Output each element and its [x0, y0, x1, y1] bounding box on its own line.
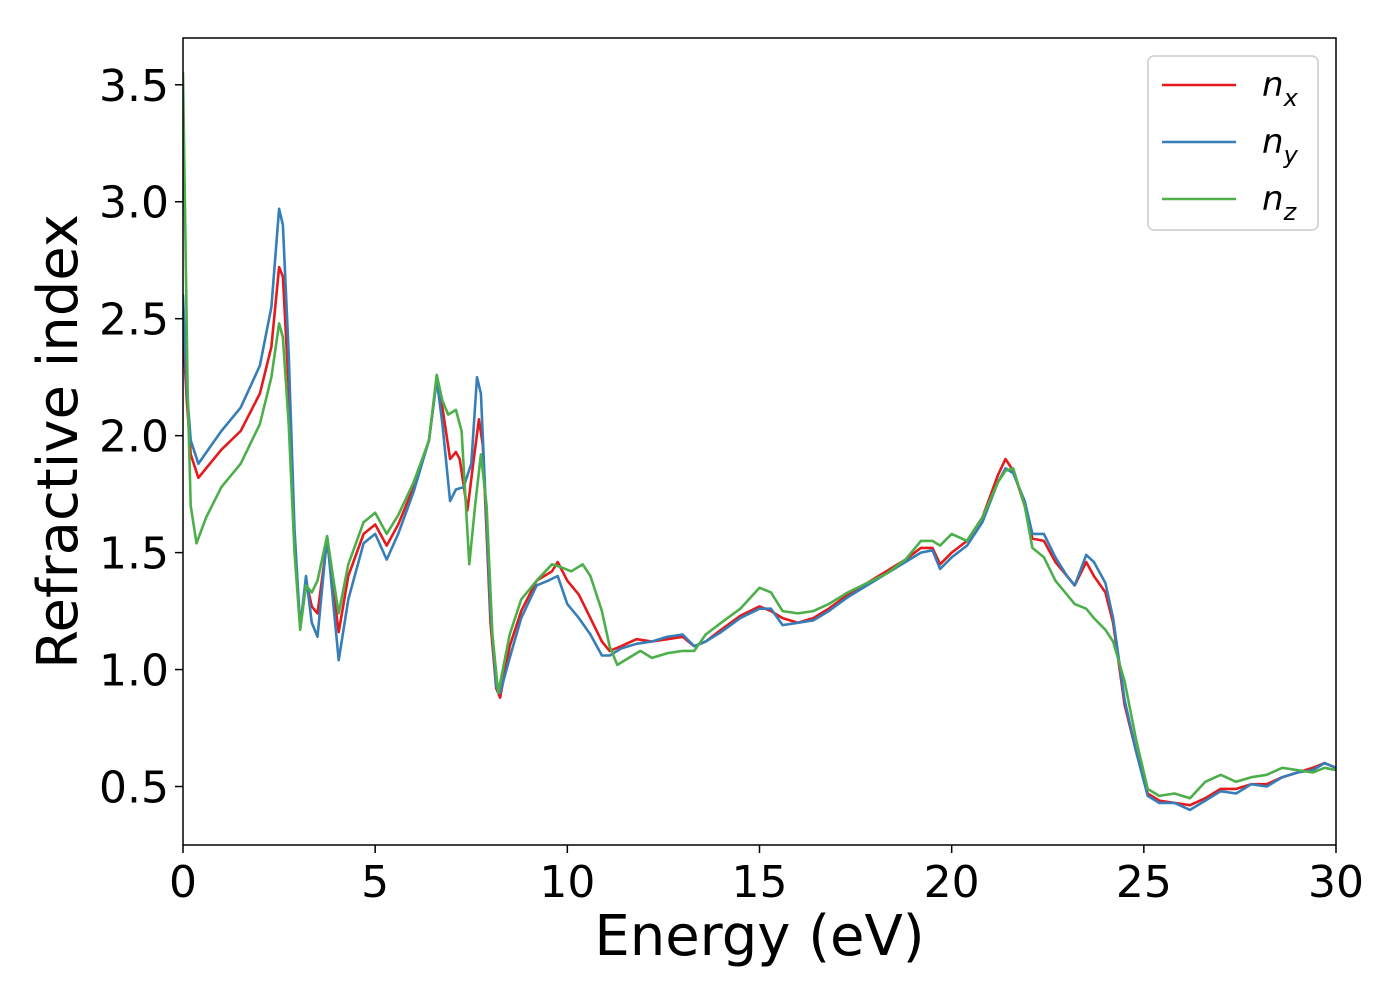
series-line-ny — [183, 207, 1336, 812]
legend-label-base: n — [1262, 179, 1284, 219]
y-tick-label: 1.0 — [99, 646, 169, 697]
legend-label-subscript: y — [1283, 141, 1299, 169]
x-tick-label: 0 — [169, 857, 197, 908]
y-tick-label: 2.0 — [99, 412, 169, 463]
legend-label-nz: nz — [1262, 179, 1298, 226]
x-tick-label: 5 — [361, 857, 389, 908]
x-tick-label: 20 — [924, 857, 980, 908]
x-tick-label: 15 — [732, 857, 788, 908]
legend-label-subscript: z — [1283, 198, 1298, 226]
legend-label-ny: ny — [1262, 122, 1299, 169]
legend-label-base: n — [1262, 65, 1284, 105]
y-tick-label: 3.5 — [99, 61, 169, 112]
y-tick-label: 3.0 — [99, 178, 169, 229]
series-line-nz — [183, 71, 1336, 800]
legend-label-base: n — [1262, 122, 1284, 162]
y-tick-label: 2.5 — [99, 295, 169, 346]
x-tick-label: 25 — [1116, 857, 1172, 908]
x-axis-title: Energy (eV) — [594, 904, 924, 969]
y-tick-label: 0.5 — [99, 763, 169, 814]
x-axis-ticks: 0 5 10 15 20 25 30 — [169, 845, 1364, 908]
y-axis-title: Refractive index — [26, 214, 91, 669]
y-tick-label: 1.5 — [99, 529, 169, 580]
series-line-nx — [183, 265, 1336, 807]
series-layer — [183, 71, 1336, 812]
y-axis-ticks: 0.5 1.0 1.5 2.0 2.5 3.0 3.5 — [99, 61, 183, 814]
x-tick-label: 10 — [539, 857, 595, 908]
legend-label-nx: nx — [1262, 65, 1299, 112]
legend-label-subscript: x — [1283, 84, 1299, 112]
x-tick-label: 30 — [1308, 857, 1364, 908]
